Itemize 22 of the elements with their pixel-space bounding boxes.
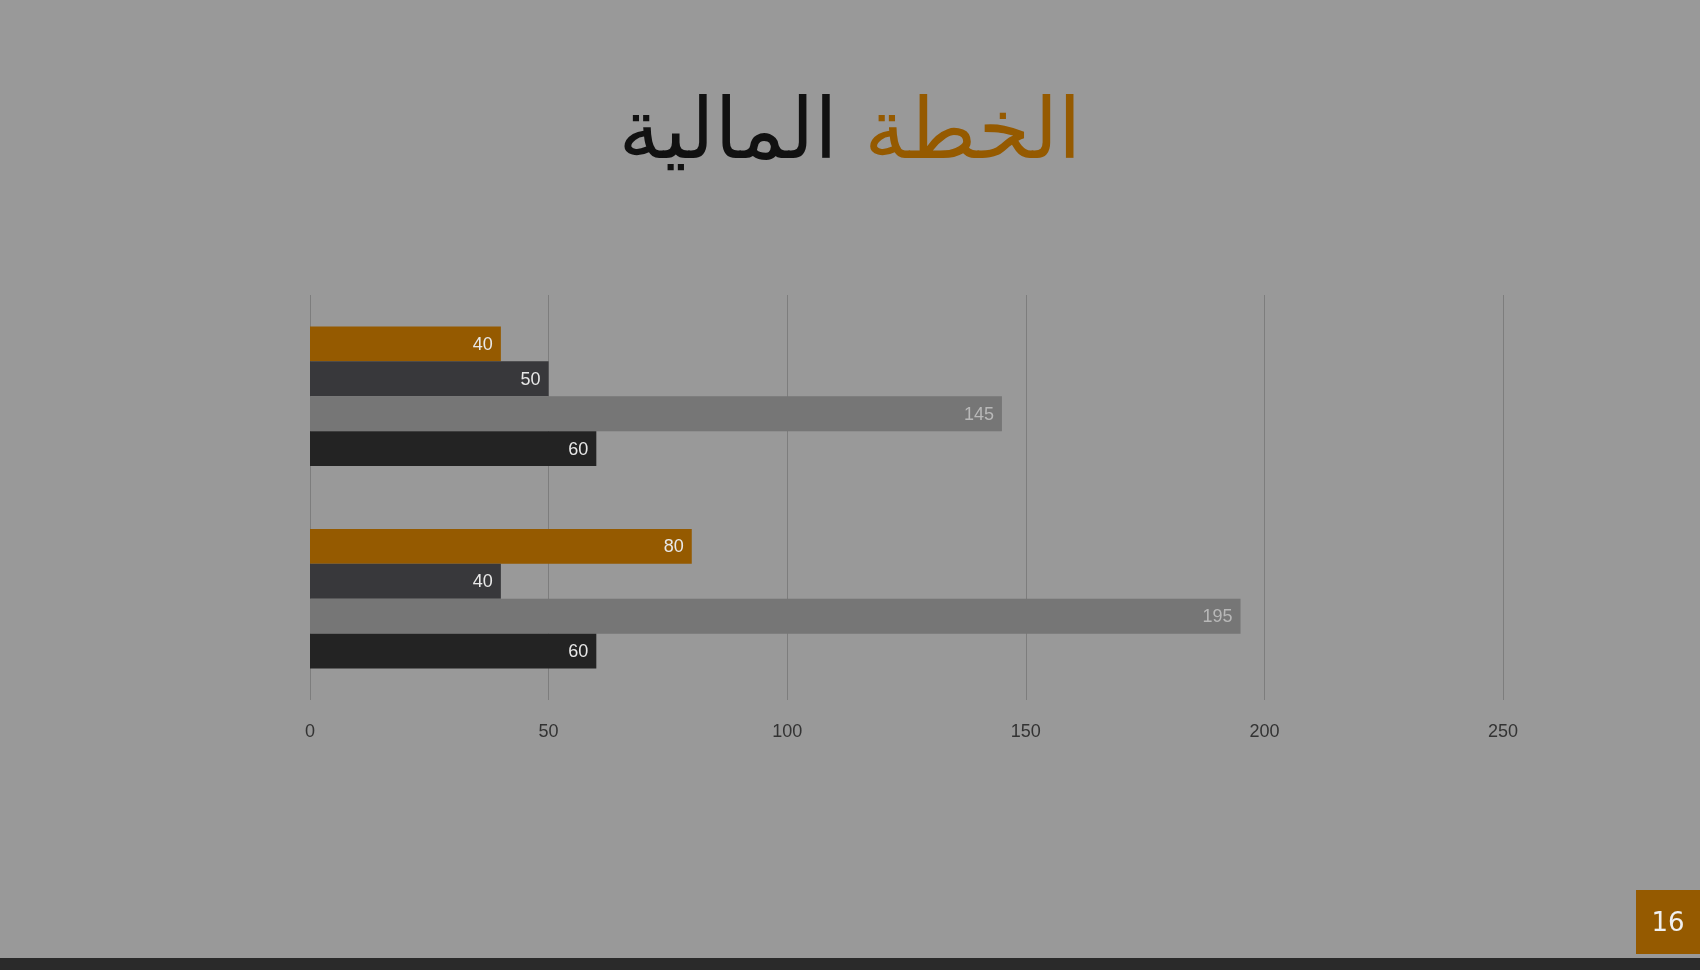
bar (310, 528, 692, 564)
data-label: 40 (472, 571, 493, 592)
data-label: 50 (520, 368, 541, 389)
x-tick-label: 150 (1010, 721, 1041, 741)
data-label: 60 (568, 641, 589, 662)
bar (310, 326, 501, 362)
data-label: 145 (963, 403, 994, 424)
data-label: 60 (568, 438, 589, 459)
bar (310, 361, 549, 397)
x-tick-label: 50 (538, 721, 559, 741)
bar (310, 633, 597, 669)
text: 16 (1636, 890, 1700, 954)
bar (310, 431, 597, 467)
x-tick-label: 200 (1249, 721, 1280, 741)
data-label: 80 (663, 536, 684, 557)
data-label: 195 (1202, 606, 1233, 627)
data-label: 40 (472, 333, 493, 354)
x-tick-label: 0 (304, 721, 316, 741)
chart-title: الخطة المالية (618, 80, 1082, 178)
x-tick-label: 100 (772, 721, 803, 741)
x-tick-label: 250 (1487, 721, 1519, 741)
bar (310, 563, 501, 599)
